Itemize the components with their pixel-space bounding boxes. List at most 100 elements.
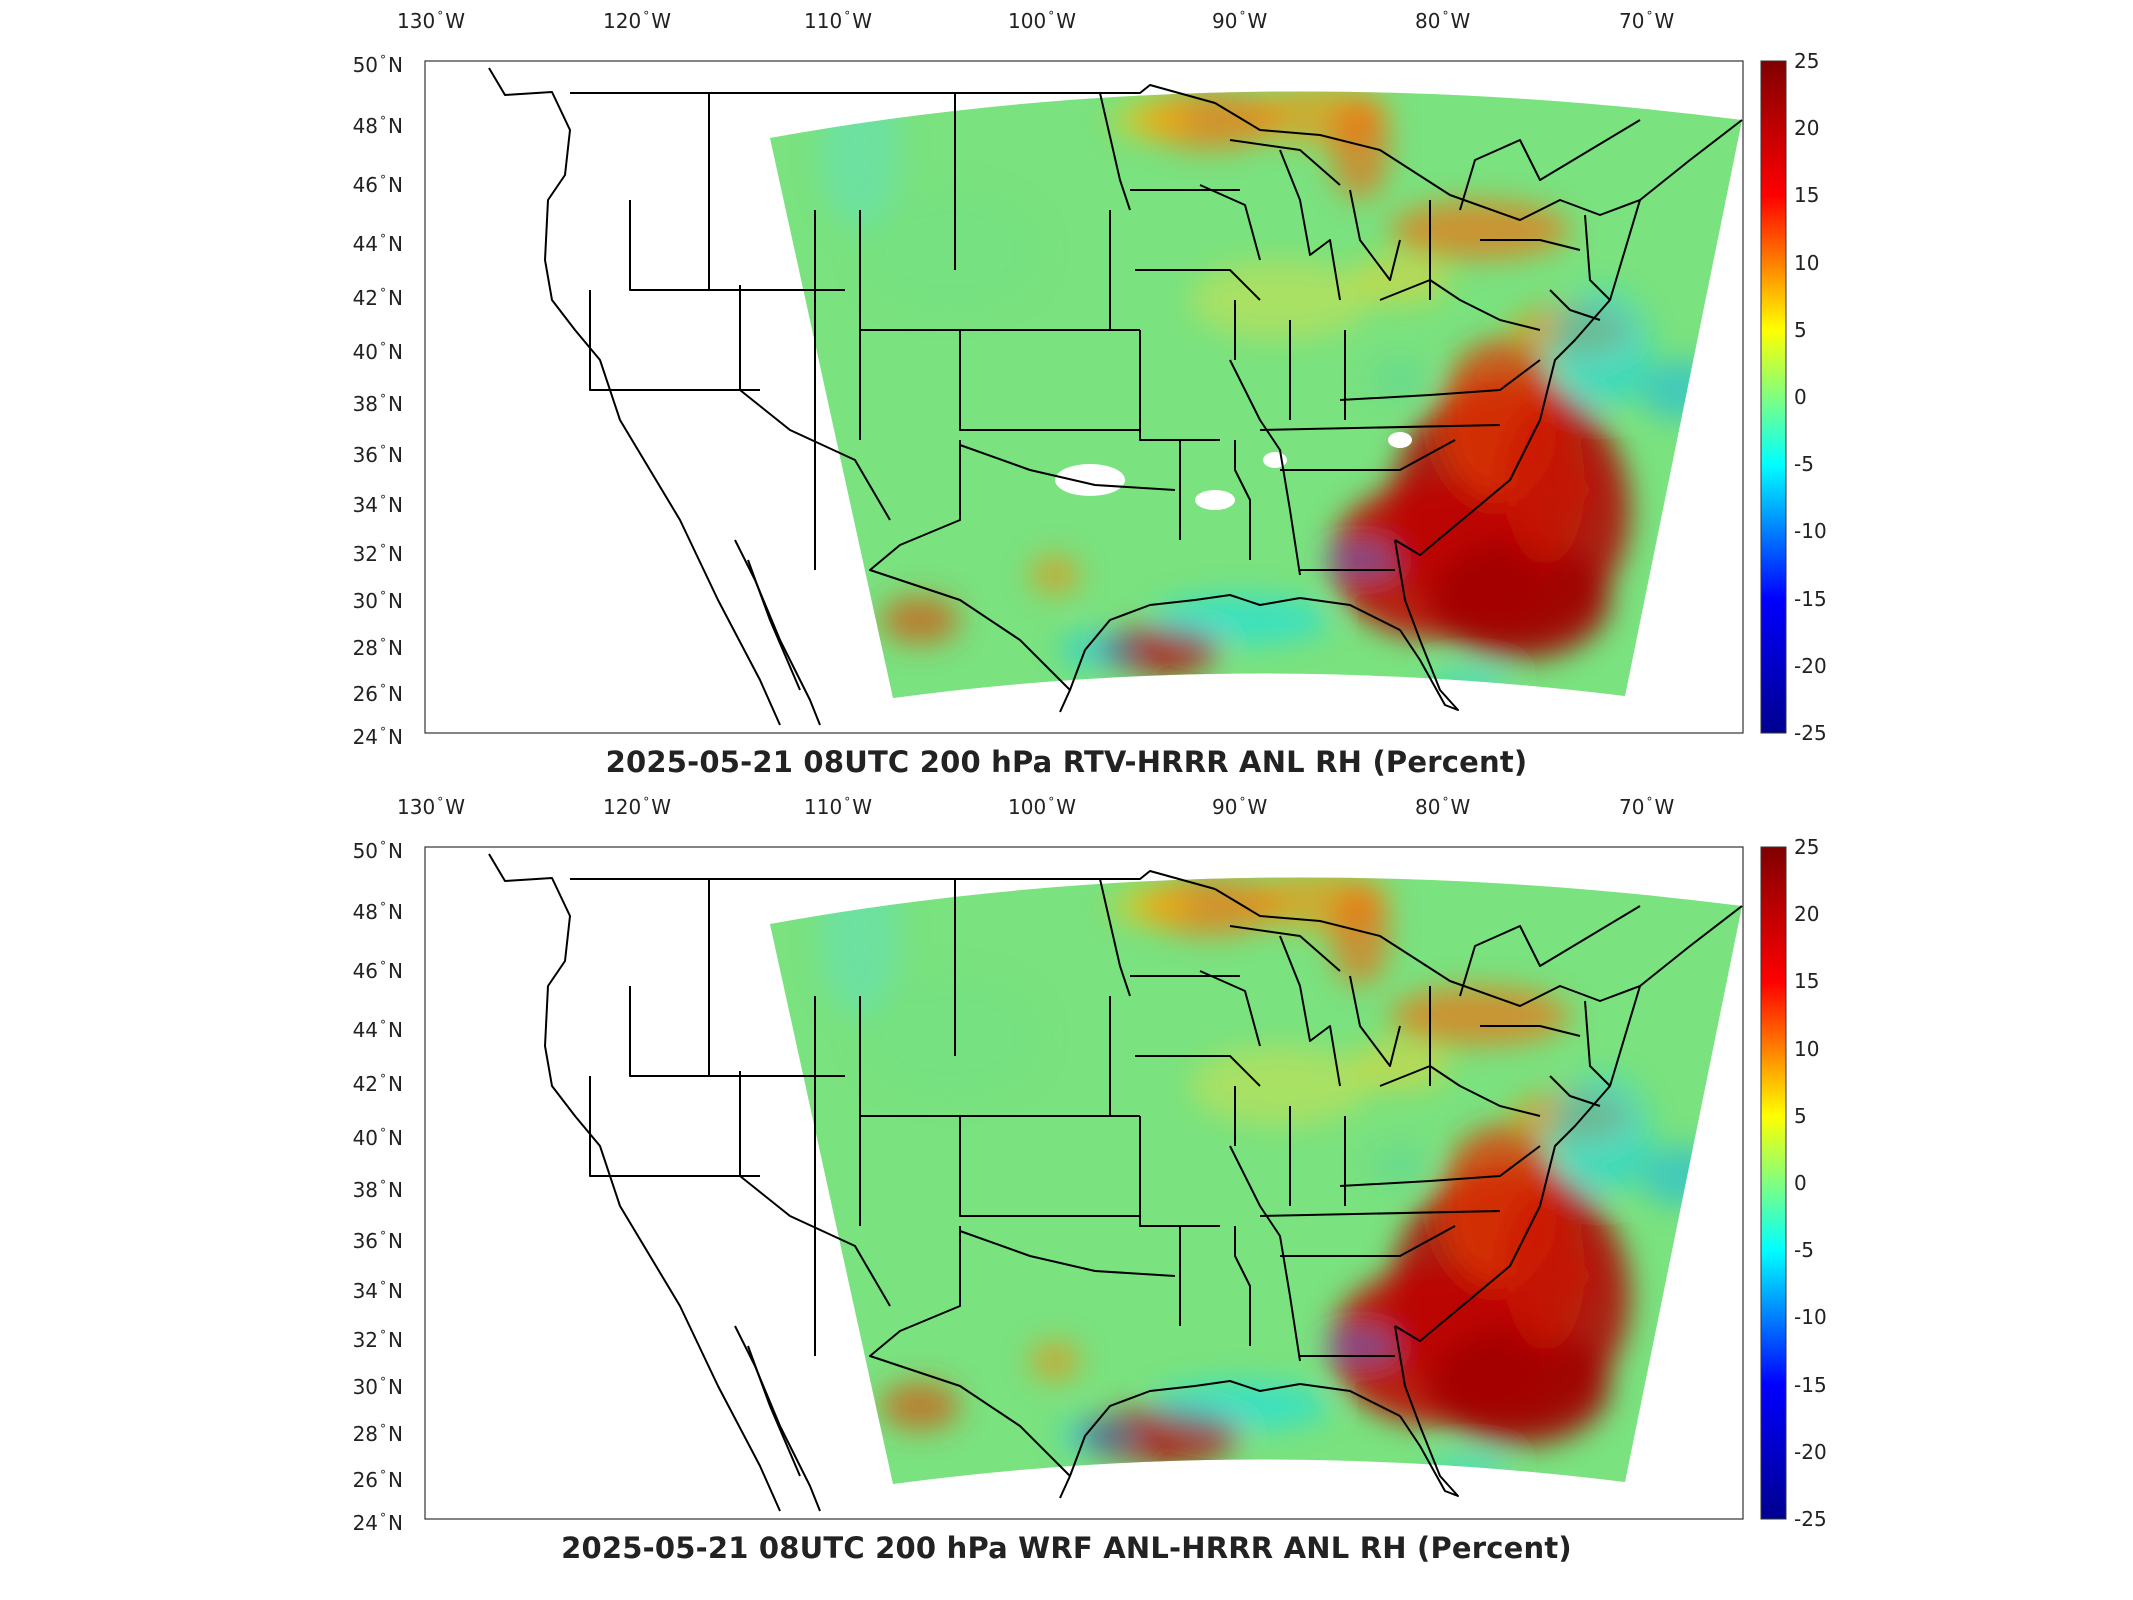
rh-anomaly-patch (1505, 405, 1585, 565)
colorbar-tick-label: 0 (1794, 1171, 1807, 1195)
boundary-line (1229, 1145, 1301, 1362)
rh-anomaly-patch (1150, 595, 1330, 645)
boundary-line (1135, 269, 1261, 301)
panel-title: 2025-05-21 08UTC 200 hPa WRF ANL-HRRR AN… (561, 1531, 1572, 1565)
missing-data-patch (1388, 432, 1412, 448)
colorbar-tick-label: -25 (1794, 721, 1827, 745)
boundary-line (589, 1076, 760, 1177)
boundary-line (734, 539, 821, 726)
latitude-label: 46 ° N (352, 173, 403, 197)
latitude-label: 26 ° N (352, 682, 403, 706)
boundary-line (869, 440, 1071, 691)
longitude-label: 130 ° W (397, 9, 465, 33)
boundary-line (1280, 1225, 1456, 1257)
colorbar (1760, 846, 1787, 1520)
boundary-line (1259, 424, 1501, 431)
missing-data-patch (1195, 490, 1235, 510)
latitude-label: 34 ° N (352, 493, 403, 517)
longitude-label: 90 ° W (1212, 795, 1268, 819)
boundary-line (959, 444, 1176, 491)
colorbar-tick-label: 15 (1794, 183, 1820, 208)
latitude-label: 32 ° N (352, 542, 403, 566)
boundary-line (747, 559, 801, 691)
rh-anomaly-patch (1190, 260, 1370, 340)
longitude-label: 70 ° W (1619, 795, 1675, 819)
rh-anomaly-patch (880, 1381, 960, 1431)
boundary-line (1549, 289, 1601, 321)
boundary-line (1339, 1145, 1541, 1187)
boundary-line (1279, 935, 1341, 1087)
boundary-line (1234, 440, 1251, 560)
rh-anomaly-patch (1330, 100, 1390, 200)
boundary-line (869, 1226, 1071, 1477)
rh-anomaly-patch (1030, 555, 1080, 595)
boundary-line (1214, 888, 1743, 1007)
boundary-line (570, 870, 1216, 890)
colorbar-tick-label: -10 (1794, 519, 1827, 544)
colorbar-tick-label: -5 (1794, 452, 1814, 477)
boundary-line (1394, 985, 1641, 1342)
map-canvas (424, 846, 1787, 1520)
colorbar-tick-label: 15 (1794, 969, 1820, 994)
latitude-label: 38 ° N (352, 392, 403, 416)
latitude-label: 44 ° N (352, 232, 403, 256)
latitude-label: 38 ° N (352, 1178, 403, 1202)
rh-anomaly-patch (1390, 986, 1570, 1046)
missing-data-patch (1055, 464, 1125, 496)
boundary-line (739, 285, 891, 521)
latitude-label: 42 ° N (352, 286, 403, 310)
rh-anomaly-patch (1060, 632, 1140, 668)
rh-anomaly-patch (1370, 1146, 1430, 1186)
longitude-label: 80 ° W (1415, 795, 1471, 819)
boundary-line (1139, 1116, 1220, 1227)
rh-anomaly-patch (1325, 1334, 1395, 1358)
colorbar-tick-label: -20 (1794, 653, 1827, 678)
map-canvas (424, 60, 1787, 734)
boundary-line (1229, 139, 1341, 186)
boundary-line (1259, 1210, 1501, 1217)
latitude-label: 36 ° N (352, 443, 403, 467)
boundary-line (1279, 149, 1341, 301)
longitude-label: 110 ° W (804, 9, 872, 33)
latitude-label: 24 ° N (352, 1511, 403, 1535)
longitude-label: 120 ° W (603, 9, 671, 33)
rh-anomaly-patch (1505, 1191, 1585, 1351)
colorbar-tick-label: -5 (1794, 1238, 1814, 1263)
boundary-line (1139, 330, 1220, 441)
boundary-line (488, 853, 781, 1512)
rh-anomaly-patch (1330, 886, 1390, 986)
rh-anomaly-patch (1350, 255, 1450, 305)
latitude-label: 34 ° N (352, 1279, 403, 1303)
boundary-line (1059, 1380, 1401, 1499)
boundary-line (1349, 189, 1401, 281)
boundary-line (739, 1071, 891, 1307)
latitude-label: 40 ° N (352, 340, 403, 364)
boundary-line (1394, 1325, 1459, 1497)
rh-anomaly-patch (1060, 1418, 1140, 1454)
boundary-line (589, 290, 760, 391)
longitude-label: 70 ° W (1619, 9, 1675, 33)
boundary-line (1229, 359, 1301, 576)
rh-anomaly-patch (1110, 100, 1190, 140)
boundary-line (1394, 199, 1641, 556)
colorbar-tick-label: 20 (1794, 116, 1820, 141)
boundary-line (1199, 184, 1261, 261)
rh-difference-field (770, 91, 1742, 698)
colorbar-tick-label: 5 (1794, 1103, 1807, 1128)
boundary-line (1379, 279, 1541, 331)
rh-anomaly-patch (1566, 478, 1594, 502)
boundary-line (570, 84, 1216, 104)
panel-title: 2025-05-21 08UTC 200 hPa RTV-HRRR ANL RH… (605, 745, 1528, 779)
rh-anomaly-patch (1110, 886, 1190, 926)
colorbar-tick-label: -15 (1794, 586, 1827, 611)
map-panel-rtv-hrrr: 2025-05-21 08UTC 200 hPa RTV-HRRR ANL RH… (0, 0, 2133, 790)
latitude-label: 42 ° N (352, 1072, 403, 1096)
boundary-line (1379, 1065, 1541, 1117)
boundary-line (1339, 359, 1541, 401)
rh-anomaly-patch (1566, 1264, 1594, 1288)
latitude-label: 26 ° N (352, 1468, 403, 1492)
boundary-line (1059, 594, 1401, 713)
rh-anomaly-patch (860, 190, 1040, 310)
colorbar-tick-label: 10 (1794, 1036, 1820, 1061)
boundary-line (1480, 1025, 1581, 1037)
